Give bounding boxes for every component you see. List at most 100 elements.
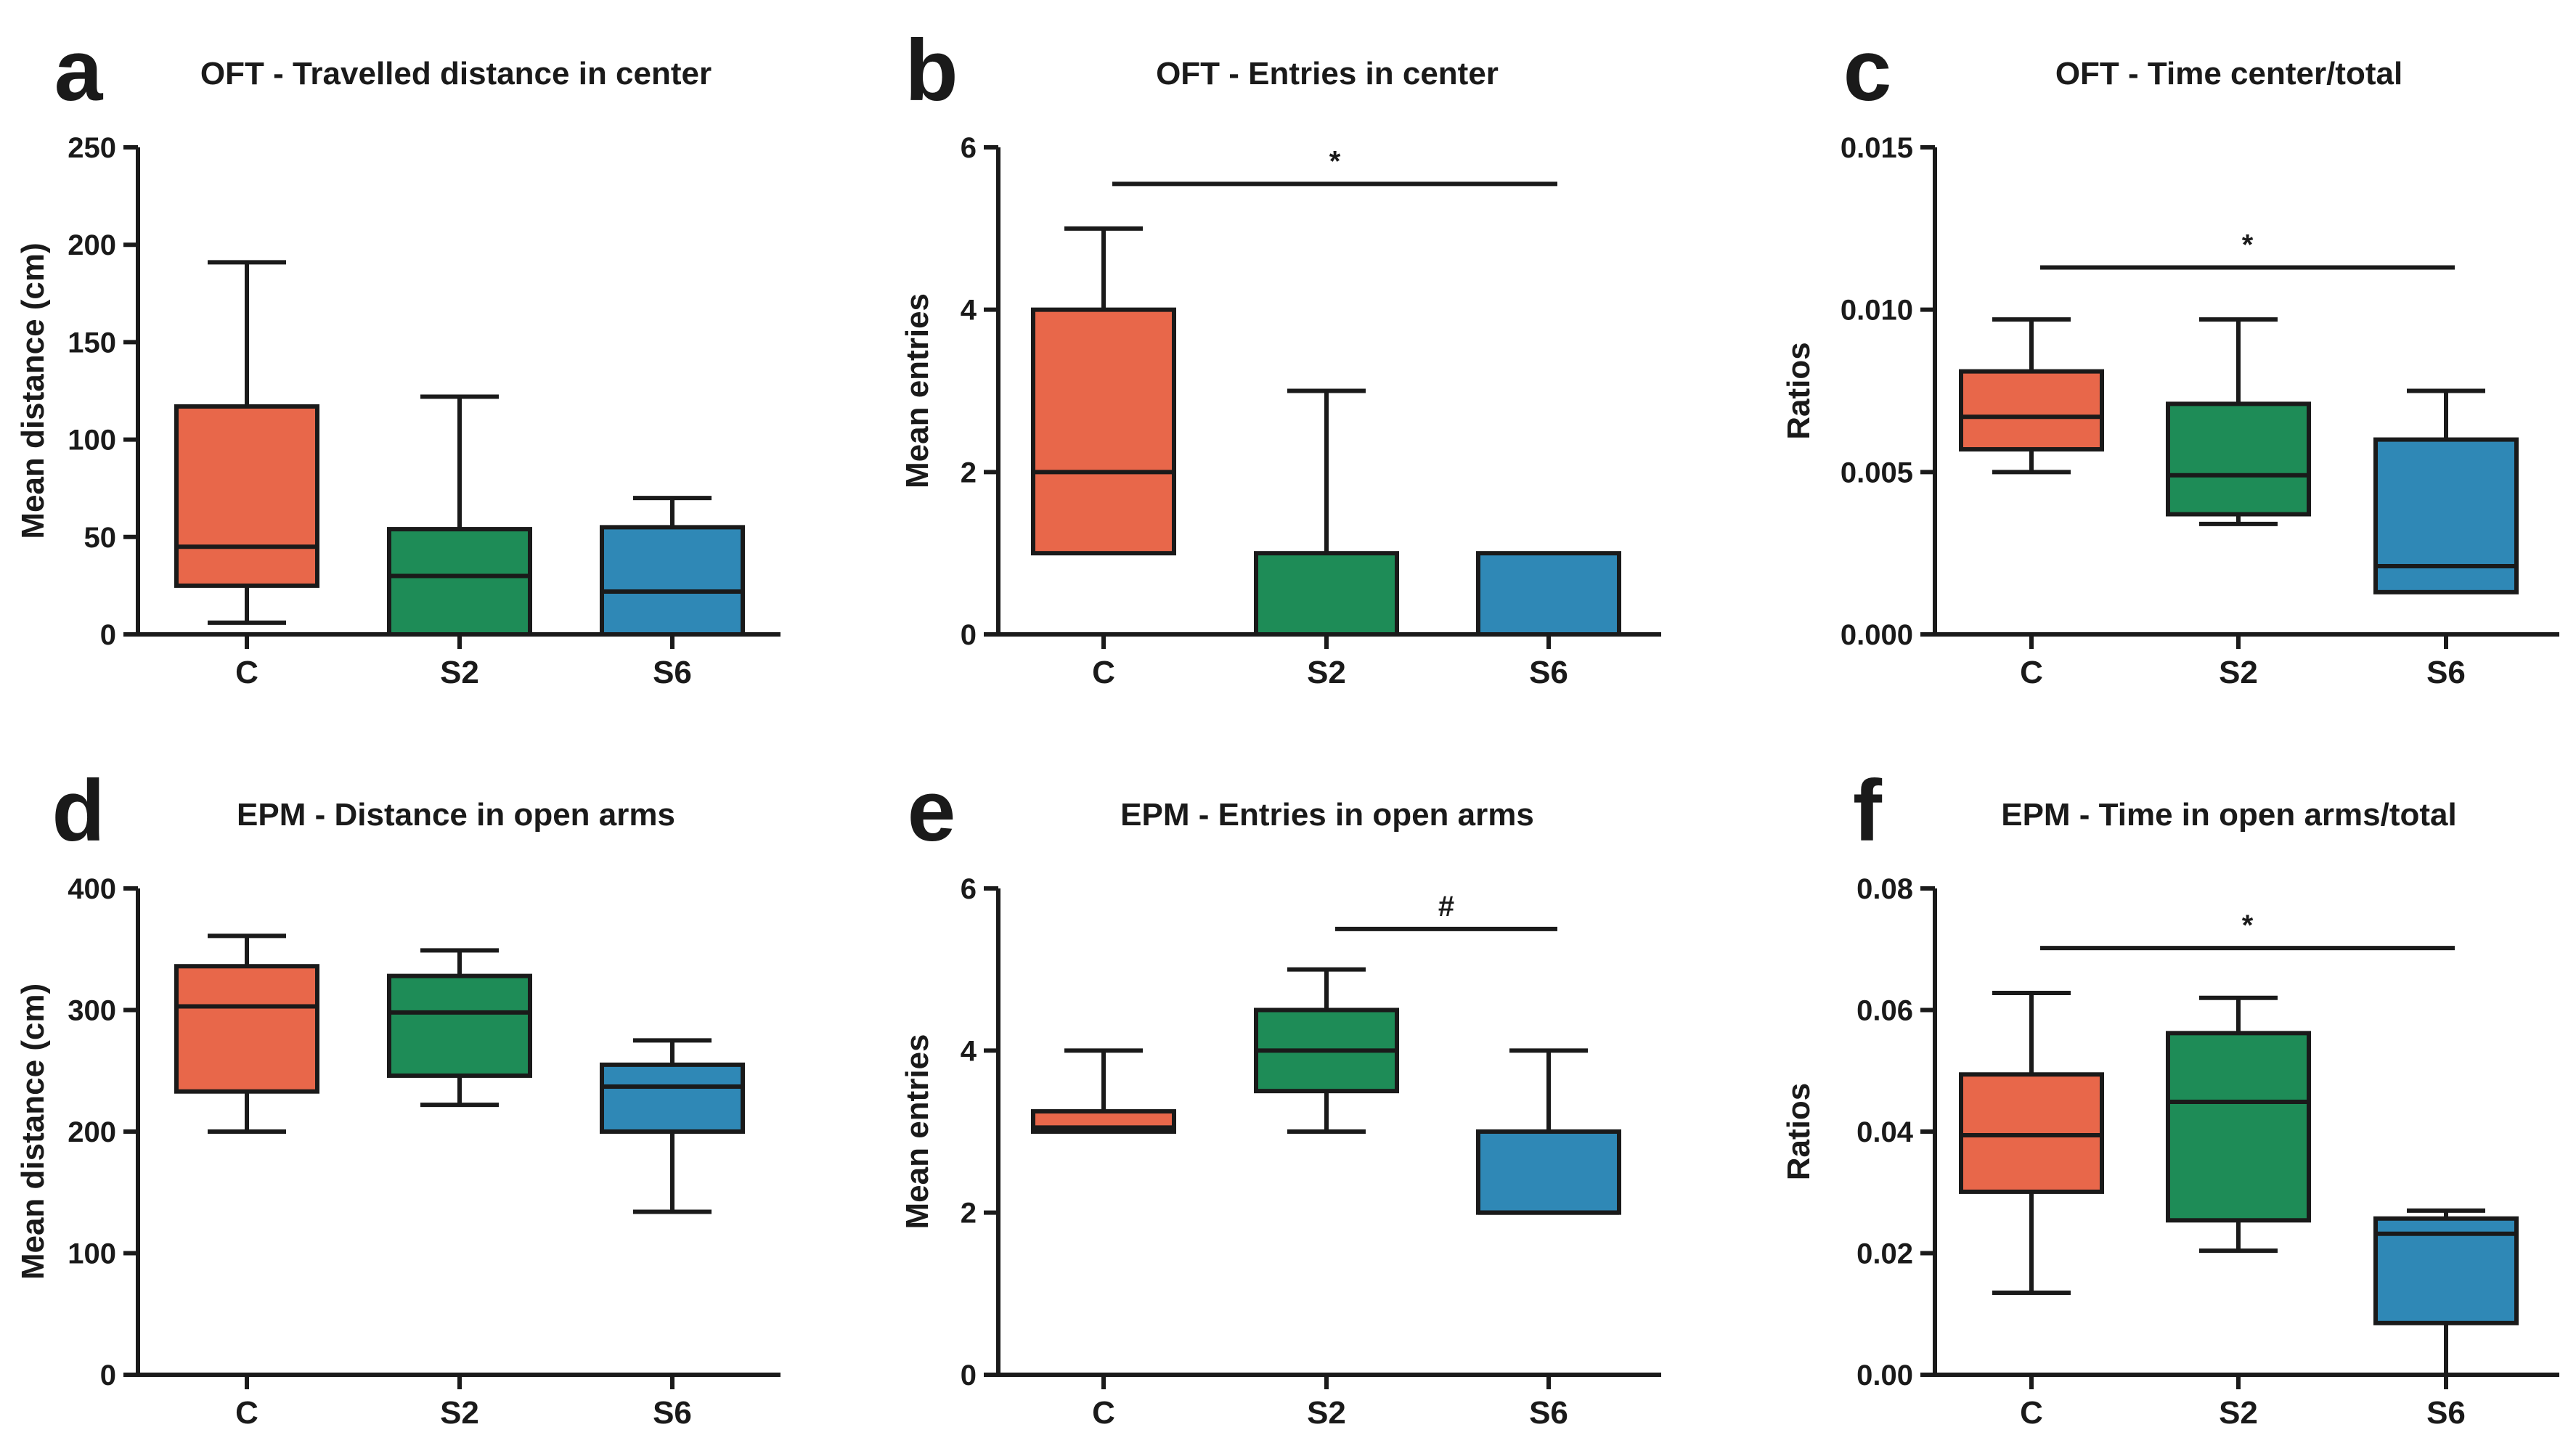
y-tick-label: 150	[68, 327, 116, 359]
y-tick-label: 200	[68, 229, 116, 261]
x-tick-label: S2	[2219, 1395, 2258, 1431]
x-tick-label: S6	[2426, 1395, 2466, 1431]
box-rect	[600, 1062, 745, 1134]
panel-letter: b	[905, 22, 958, 119]
x-tick-label: C	[1092, 1395, 1115, 1431]
panel-letter: a	[54, 22, 104, 119]
panel-title: OFT - Travelled distance in center	[200, 56, 712, 91]
x-tick-label: S6	[1529, 655, 1568, 690]
y-tick-label: 6	[961, 132, 977, 164]
panel-title: OFT - Time center/total	[2055, 56, 2402, 91]
box-S2	[1254, 967, 1399, 1134]
panel-e: e EPM - Entries in open arms Mean entries 0…	[900, 762, 1661, 1431]
x-tick-label: S2	[1307, 1395, 1346, 1431]
box-S2	[387, 948, 532, 1108]
box-S6	[1476, 1048, 1621, 1215]
box-S6	[2373, 388, 2519, 594]
x-tick-label: S6	[653, 655, 692, 690]
y-tick-label: 50	[84, 522, 117, 554]
y-axis-label: Mean distance (cm)	[15, 242, 51, 539]
box-S6	[1476, 551, 1621, 637]
box-rect	[2373, 437, 2519, 594]
x-tick-label: S2	[1307, 655, 1346, 690]
significance-label: *	[1329, 145, 1341, 177]
box-C	[174, 260, 319, 625]
box-rect	[1476, 551, 1621, 637]
y-axis-label: Mean distance (cm)	[15, 984, 51, 1280]
y-axis-label: Ratios	[1781, 1083, 1817, 1180]
y-tick-label: 0.010	[1841, 295, 1913, 327]
panel-d: d EPM - Distance in open arms Mean distanc…	[15, 762, 780, 1431]
box-rect	[1031, 307, 1176, 556]
y-tick-label: 250	[68, 132, 116, 164]
y-tick-label: 2	[961, 457, 977, 488]
x-tick-label: C	[2020, 655, 2043, 690]
y-tick-label: 2	[961, 1198, 977, 1230]
box-C	[174, 933, 319, 1134]
y-tick-label: 0	[100, 1360, 116, 1391]
panel-a: a OFT - Travelled distance in center Mean …	[15, 22, 780, 690]
box-C	[1031, 226, 1176, 556]
y-tick-label: 0	[961, 1360, 977, 1391]
panel-letter: e	[908, 762, 956, 859]
box-S6	[2373, 1208, 2519, 1377]
panel-c: c OFT - Time center/total Ratios 0.000 0.005…	[1781, 22, 2559, 690]
box-S2	[387, 394, 532, 637]
x-tick-label: S6	[1529, 1395, 1568, 1431]
box-rect	[2166, 1031, 2311, 1223]
y-axis-label: Ratios	[1781, 342, 1817, 439]
box-S2	[2166, 317, 2311, 526]
box-S6	[600, 496, 745, 637]
y-tick-label: 0.06	[1856, 995, 1913, 1027]
y-tick-label: 0.02	[1856, 1238, 1913, 1270]
box-rect	[2166, 401, 2311, 517]
box-rect	[387, 973, 532, 1078]
y-tick-label: 0.015	[1841, 132, 1913, 164]
y-tick-label: 0.005	[1841, 457, 1913, 488]
x-tick-label: S2	[440, 1395, 479, 1431]
y-tick-label: 0.000	[1841, 619, 1913, 651]
box-rect	[174, 964, 319, 1094]
box-rect	[600, 525, 745, 637]
y-tick-label: 100	[68, 1238, 116, 1270]
box-C	[1959, 991, 2104, 1295]
panel-letter: d	[52, 762, 105, 859]
y-tick-label: 100	[68, 425, 116, 457]
box-rect	[1254, 551, 1399, 637]
y-axis-label: Mean entries	[900, 1034, 935, 1230]
significance-label: *	[2242, 909, 2254, 941]
box-S2	[2166, 995, 2311, 1254]
y-tick-label: 4	[961, 295, 977, 327]
y-tick-label: 200	[68, 1116, 116, 1148]
panel-letter: f	[1853, 762, 1883, 859]
y-tick-label: 4	[961, 1035, 977, 1067]
box-rect	[387, 527, 532, 637]
box-S6	[600, 1038, 745, 1214]
box-C	[1959, 317, 2104, 475]
box-rect	[174, 404, 319, 588]
box-rect	[2373, 1216, 2519, 1325]
y-axis-label: Mean entries	[900, 293, 935, 488]
significance-label: *	[2242, 229, 2254, 261]
y-tick-label: 0.00	[1856, 1360, 1913, 1391]
x-tick-label: C	[235, 655, 258, 690]
significance-label: #	[1438, 891, 1454, 923]
x-tick-label: C	[235, 1395, 258, 1431]
y-tick-label: 0	[100, 619, 116, 651]
panel-f: f EPM - Time in open arms/total Ratios 0.00…	[1781, 762, 2559, 1431]
x-tick-label: S2	[2219, 655, 2258, 690]
y-tick-label: 400	[68, 873, 116, 905]
y-tick-label: 6	[961, 873, 977, 905]
x-tick-label: C	[2020, 1395, 2043, 1431]
box-rect	[1476, 1129, 1621, 1215]
x-tick-label: S6	[653, 1395, 692, 1431]
y-tick-label: 0.08	[1856, 873, 1913, 905]
panel-letter: c	[1843, 22, 1892, 119]
x-tick-label: S6	[2426, 655, 2466, 690]
box-S2	[1254, 388, 1399, 637]
panel-b: b OFT - Entries in center Mean entries 0 2 4 6…	[900, 22, 1661, 690]
y-tick-label: 0	[961, 619, 977, 651]
panel-title: OFT - Entries in center	[1156, 56, 1499, 91]
y-tick-label: 0.04	[1856, 1116, 1914, 1148]
